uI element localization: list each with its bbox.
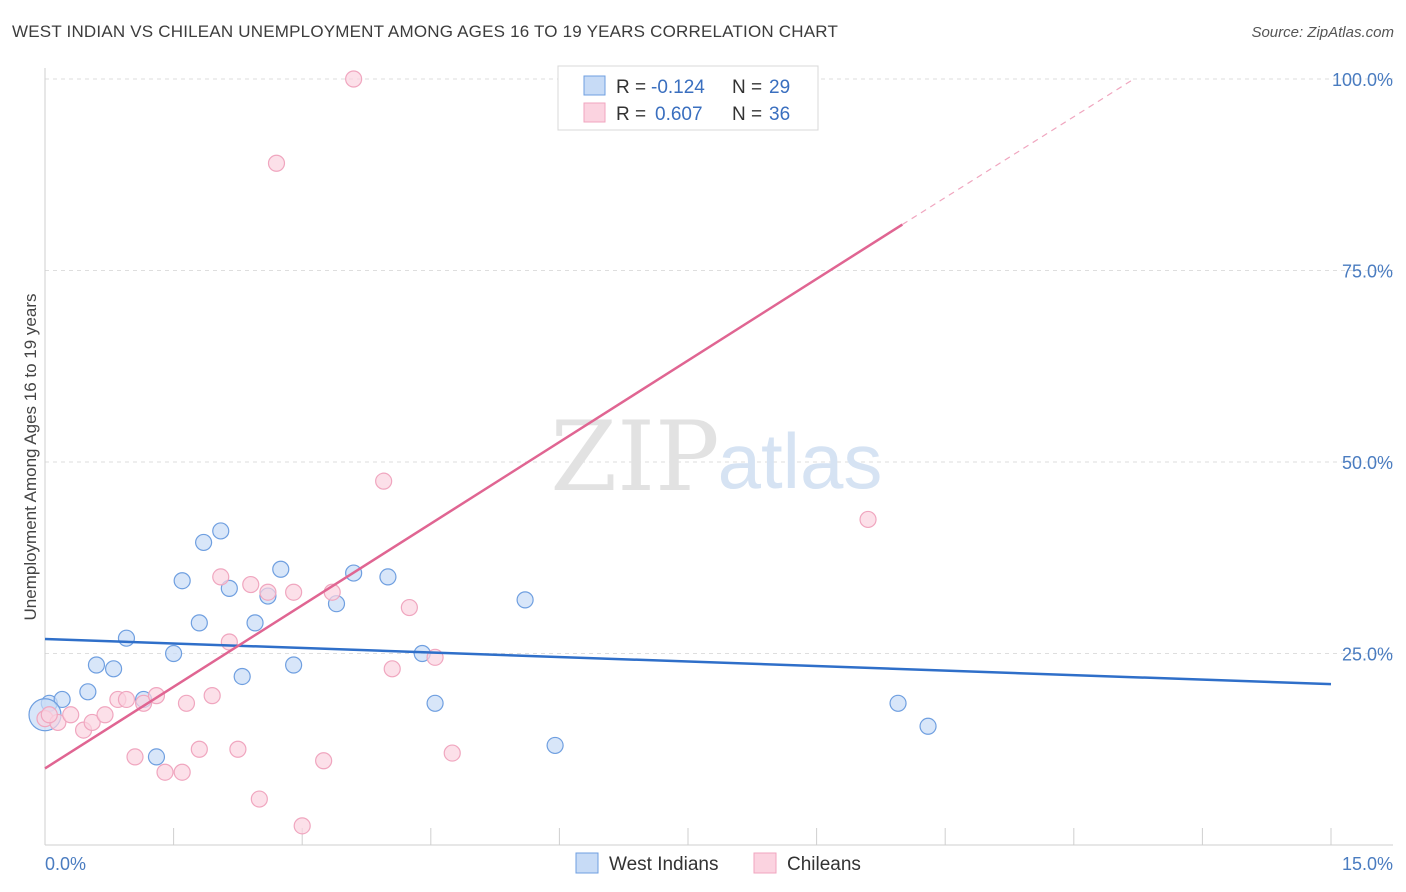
watermark-zip: ZIP [550,401,719,513]
west-indians-point [546,736,564,755]
legend-n-label-2: N = [732,104,762,125]
west-indians-point [919,717,937,735]
x-tick-label-max: 15.0% [1342,854,1393,874]
legend-r-label-1: R = [616,77,646,98]
bottom-legend-swatch-west-indians [575,852,599,874]
y-tick-label: 25.0% [1342,645,1393,665]
chileans-point [375,472,393,490]
y-tick-label: 50.0% [1342,453,1393,473]
west-indians-trend-line [44,637,1332,686]
west-indians-point [104,660,123,678]
chileans-point [83,713,101,732]
legend-r-label-2: R = [616,104,646,125]
chileans-point [40,706,58,724]
chileans-point [173,763,191,781]
west-indians-point [516,591,534,609]
y-tick-labels: 25.0% 50.0% 75.0% 100.0% [1332,70,1393,665]
legend-swatch-chileans [583,102,606,123]
west-indians-point [272,560,290,578]
west-indians-point [220,579,238,597]
west-indians-point [246,614,264,632]
chileans-point [859,510,877,529]
chileans-point [212,568,230,586]
legend-r-value-2: 0.607 [655,104,703,125]
west-indians-point [190,614,208,632]
chileans-point [383,660,401,678]
chileans-point [117,690,136,709]
chileans-point [400,598,418,617]
watermark: ZIP atlas [550,401,882,513]
chileans-point [443,744,461,762]
legend-n-value-1: 29 [769,77,790,98]
legend-n-label-1: N = [732,77,762,98]
west-indians-point [173,572,191,590]
legend-r-value-1: -0.124 [651,77,705,98]
chileans-point [156,763,174,781]
legend-bottom: West Indians Chileans [575,852,861,875]
west-indians-point [285,656,303,674]
chileans-trend-line [44,223,904,770]
y-tick-label: 100.0% [1332,70,1393,90]
west-indians-point [195,533,213,552]
chileans-point [126,748,144,766]
chileans-point [242,575,260,594]
west-indians-point [87,656,106,674]
bottom-legend-chileans: Chileans [787,854,861,875]
chileans-point [203,687,221,705]
chileans-point [96,706,114,724]
bottom-legend-swatch-chileans [753,852,777,874]
west-indians-point [212,522,230,540]
west-indians-point [53,690,71,709]
chileans-point [315,752,333,770]
bottom-legend-west-indians: West Indians [609,854,718,875]
west-indians-point [147,748,166,766]
west-indians-point [117,629,136,647]
west-indians-point [233,667,251,686]
x-tick-labels: 0.0% 15.0% [45,854,1393,874]
chileans-point [259,583,277,601]
chileans-point [250,790,268,808]
chileans-point [177,694,196,712]
chileans-point [62,706,80,724]
source-credit: Source: ZipAtlas.com [1251,24,1394,41]
west-indians-point [79,683,97,701]
y-tick-label: 75.0% [1342,262,1393,282]
chileans-point [293,817,311,835]
west-indians-point [165,644,183,663]
west-indians-point [426,694,444,712]
legend-n-value-2: 36 [769,104,790,125]
chileans-point [345,70,363,88]
west-indians-point [379,568,397,586]
x-tick-label-min: 0.0% [45,854,86,874]
trend-lines [44,78,1332,770]
watermark-atlas: atlas [718,417,883,505]
grid-lines [45,78,1393,654]
chileans-point [267,154,286,172]
west-indians-point [889,694,907,712]
chileans-trend-extension [902,78,1135,226]
legend-swatch-west-indians [583,75,606,96]
chileans-point [285,583,303,601]
chileans-point [229,740,247,758]
chart-title: WEST INDIAN VS CHILEAN UNEMPLOYMENT AMON… [12,22,839,41]
chileans-point [190,740,208,758]
legend-top: R = -0.124 N = 29 R = 0.607 N = 36 [557,65,819,131]
y-axis-label: Unemployment Among Ages 16 to 19 years [21,294,40,621]
